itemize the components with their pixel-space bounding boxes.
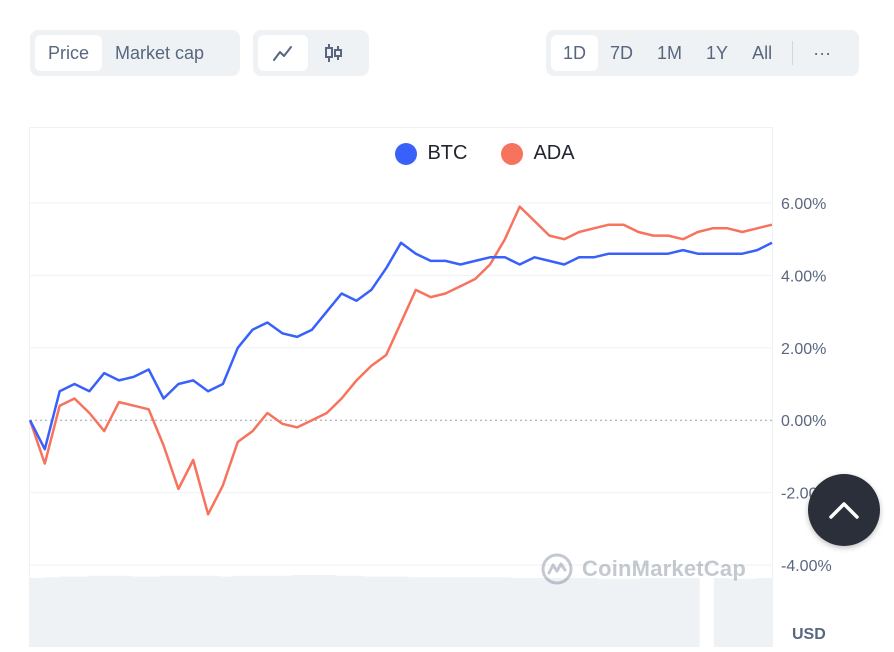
volume-bar bbox=[146, 576, 162, 647]
tab-market-cap[interactable]: Market cap bbox=[115, 43, 205, 63]
volume-bar bbox=[335, 575, 351, 647]
volume-bar bbox=[582, 578, 598, 647]
volume-bar bbox=[320, 575, 337, 647]
divider bbox=[792, 41, 794, 65]
volume-bar bbox=[233, 575, 249, 647]
volume-bar bbox=[626, 578, 642, 647]
legend-dot-ada bbox=[501, 142, 524, 165]
volume-bar bbox=[262, 575, 278, 647]
volume-bar bbox=[670, 578, 686, 647]
volume-bar bbox=[88, 575, 104, 647]
range-all[interactable]: All bbox=[752, 43, 773, 63]
chart-legend: BTC ADA bbox=[0, 142, 800, 165]
volume-bar bbox=[379, 576, 395, 647]
chart-mode-switch bbox=[253, 30, 369, 76]
volume-bar bbox=[539, 578, 555, 647]
candlestick-icon bbox=[325, 44, 342, 62]
more-options-button[interactable]: ··· bbox=[813, 43, 832, 63]
volume-bar bbox=[553, 578, 569, 647]
volume-bar bbox=[160, 575, 176, 647]
volume-bar bbox=[611, 578, 628, 647]
volume-bar bbox=[350, 575, 366, 647]
volume-bar bbox=[175, 575, 191, 647]
scroll-top-button[interactable] bbox=[808, 474, 880, 546]
volume-bar bbox=[102, 575, 118, 647]
legend-item-btc[interactable]: BTC bbox=[395, 142, 467, 165]
volume-bar bbox=[481, 577, 497, 647]
volume-bar bbox=[568, 578, 584, 647]
range-1d[interactable]: 1D bbox=[551, 35, 599, 71]
volume-bar bbox=[466, 577, 482, 647]
volume-bar bbox=[495, 577, 511, 647]
legend-label-btc: BTC bbox=[427, 142, 468, 164]
y-tick-label: 6.00% bbox=[781, 196, 826, 213]
volume-bar bbox=[655, 578, 671, 647]
y-tick-label: -4.00% bbox=[781, 558, 832, 575]
volume-bar bbox=[597, 578, 613, 647]
volume-bar bbox=[713, 578, 729, 647]
volume-bar bbox=[393, 576, 409, 647]
y-tick-label: 4.00% bbox=[781, 268, 826, 285]
y-tick-label: 2.00% bbox=[781, 341, 826, 358]
volume-bar bbox=[510, 578, 526, 647]
volume-bar bbox=[291, 575, 307, 647]
volume-bar bbox=[204, 575, 220, 647]
legend-label-ada: ADA bbox=[533, 142, 575, 164]
volume-bar bbox=[641, 578, 657, 647]
currency-label: USD bbox=[792, 626, 826, 643]
watermark: CoinMarketCap bbox=[540, 552, 746, 586]
range-1y[interactable]: 1Y bbox=[706, 43, 729, 63]
line-chart-icon bbox=[273, 46, 292, 61]
volume-bar bbox=[451, 577, 467, 647]
volume-bar bbox=[684, 578, 700, 647]
volume-bar bbox=[59, 576, 75, 647]
chevron-up-icon bbox=[829, 502, 859, 519]
volume-bar bbox=[117, 575, 133, 647]
legend-item-ada[interactable]: ADA bbox=[501, 142, 575, 165]
volume-bar bbox=[757, 578, 773, 647]
volume-bar bbox=[728, 578, 744, 647]
range-1m[interactable]: 1M bbox=[657, 43, 683, 63]
volume-bar bbox=[408, 577, 424, 647]
chart-type-switch: Price Market cap bbox=[30, 30, 240, 76]
time-range-switch: 1D 7D 1M 1Y All ··· bbox=[546, 30, 859, 76]
volume-bar bbox=[219, 576, 235, 647]
coinmarketcap-logo-icon bbox=[541, 553, 573, 585]
volume-bar bbox=[742, 578, 758, 647]
volume-bar bbox=[248, 575, 264, 647]
volume-bar bbox=[364, 576, 380, 647]
legend-dot-btc bbox=[395, 142, 418, 165]
volume-bar bbox=[44, 577, 60, 647]
range-7d[interactable]: 7D bbox=[610, 43, 634, 63]
volume-bar bbox=[422, 577, 438, 647]
series-line-ada bbox=[28, 205, 773, 516]
line-chart-button[interactable] bbox=[258, 35, 308, 71]
watermark-text: CoinMarketCap bbox=[582, 556, 746, 581]
y-tick-label: 0.00% bbox=[781, 413, 826, 430]
volume-bar bbox=[277, 575, 293, 647]
volume-bar bbox=[131, 576, 147, 647]
volume-bar bbox=[73, 576, 89, 647]
volume-bar bbox=[190, 575, 206, 647]
candlestick-button[interactable] bbox=[308, 35, 358, 71]
volume-bar bbox=[30, 578, 46, 647]
tab-price[interactable]: Price bbox=[35, 35, 103, 71]
volume-bar bbox=[524, 578, 540, 647]
volume-bar bbox=[306, 575, 322, 647]
volume-bar bbox=[437, 577, 453, 647]
chart-frame bbox=[29, 127, 773, 647]
series-line-btc bbox=[28, 241, 773, 451]
